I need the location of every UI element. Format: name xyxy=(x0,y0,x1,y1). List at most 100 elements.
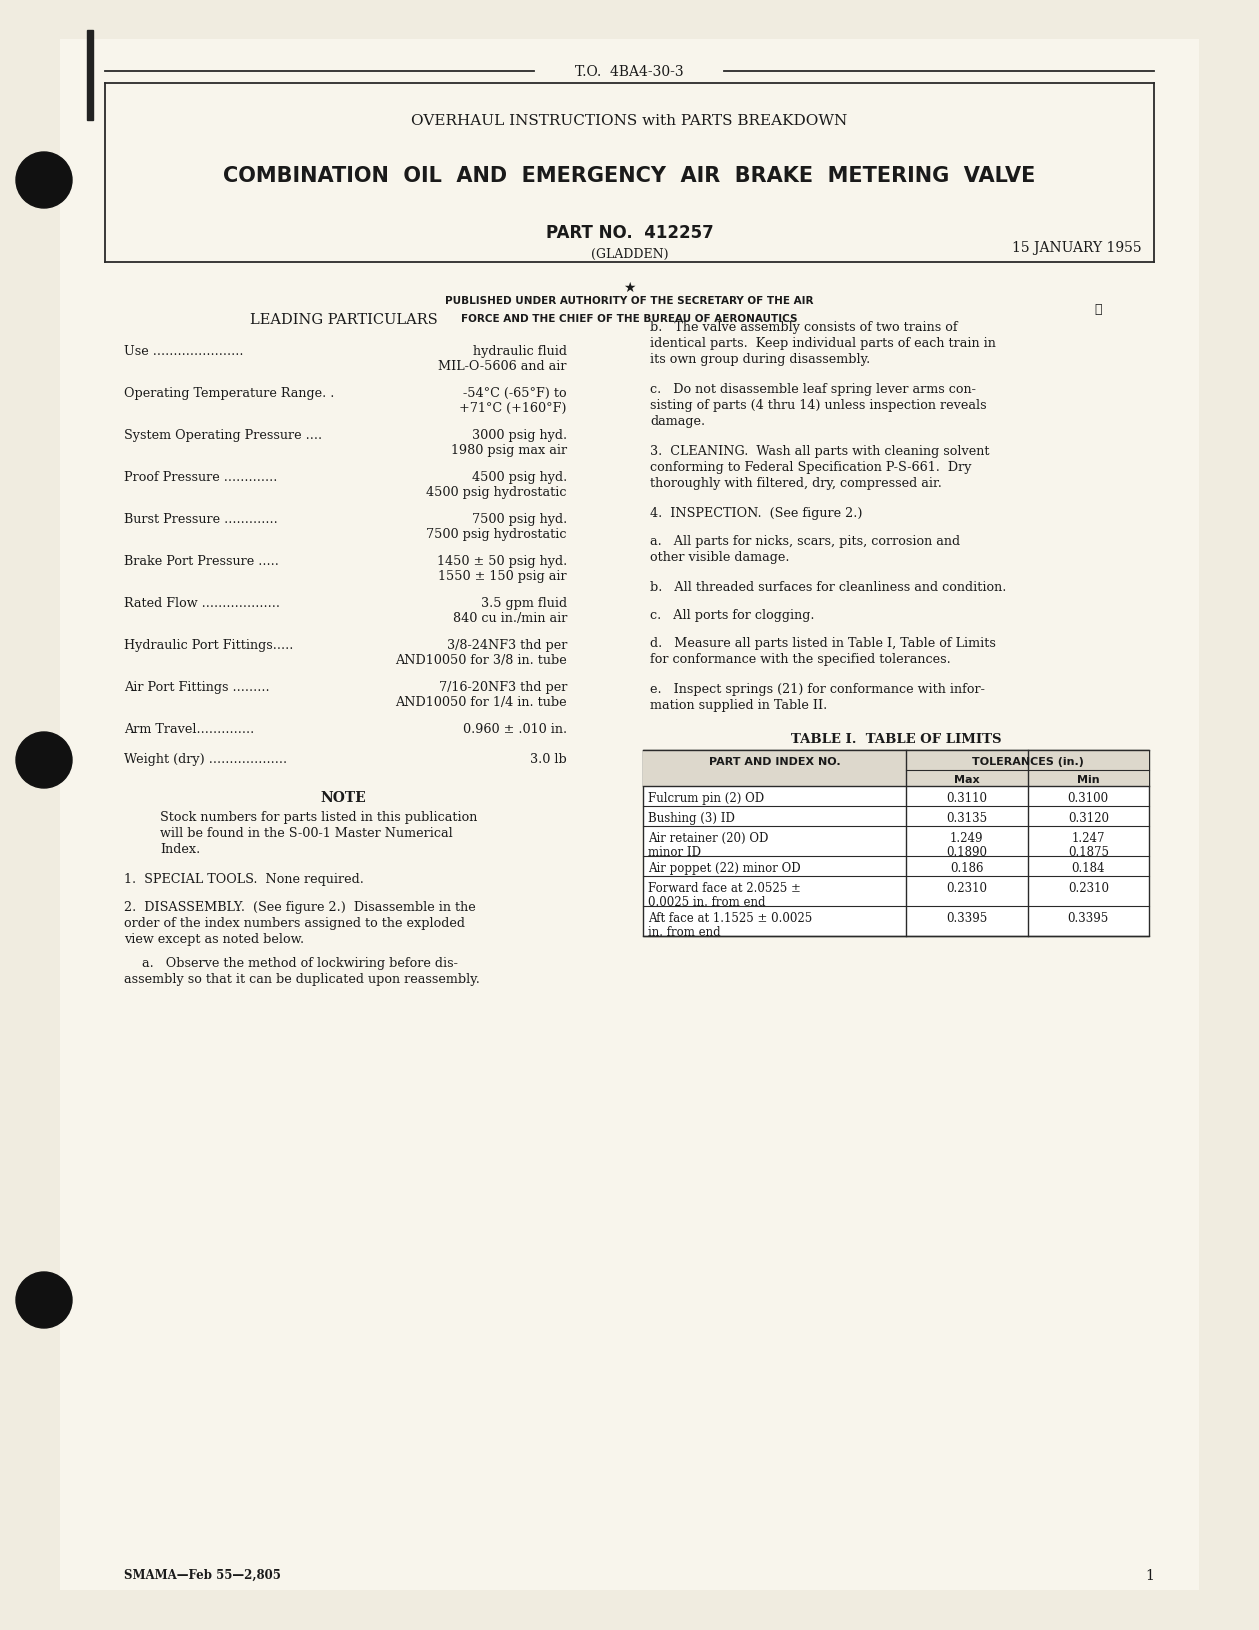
Text: conforming to Federal Specification P-S-661.  Dry: conforming to Federal Specification P-S-… xyxy=(650,461,972,474)
Text: ✓: ✓ xyxy=(1094,303,1102,316)
Text: AND10050 for 1/4 in. tube: AND10050 for 1/4 in. tube xyxy=(395,696,567,709)
Text: 0.1875: 0.1875 xyxy=(1068,846,1109,859)
Text: 0.0025 in. from end: 0.0025 in. from end xyxy=(648,895,765,908)
Text: a.   All parts for nicks, scars, pits, corrosion and: a. All parts for nicks, scars, pits, cor… xyxy=(650,535,961,548)
Text: -54°C (-65°F) to: -54°C (-65°F) to xyxy=(463,386,567,399)
Text: 1.247: 1.247 xyxy=(1071,831,1105,844)
Text: 0.3395: 0.3395 xyxy=(1068,911,1109,924)
Text: 1.  SPECIAL TOOLS.  None required.: 1. SPECIAL TOOLS. None required. xyxy=(123,872,364,885)
Text: Weight (dry) ...................: Weight (dry) ................... xyxy=(123,753,291,766)
Text: minor ID: minor ID xyxy=(648,846,701,859)
Text: TOLERANCES (in.): TOLERANCES (in.) xyxy=(972,756,1084,766)
Text: 1980 psig max air: 1980 psig max air xyxy=(451,443,567,456)
Text: 2.  DISASSEMBLY.  (See figure 2.)  Disassemble in the: 2. DISASSEMBLY. (See figure 2.) Disassem… xyxy=(123,900,476,913)
Text: AND10050 for 3/8 in. tube: AND10050 for 3/8 in. tube xyxy=(395,654,567,667)
Text: Bushing (3) ID: Bushing (3) ID xyxy=(648,812,735,825)
Circle shape xyxy=(16,1273,72,1328)
Text: 0.184: 0.184 xyxy=(1071,862,1105,874)
Text: TABLE I.  TABLE OF LIMITS: TABLE I. TABLE OF LIMITS xyxy=(791,732,1001,745)
Text: Index.: Index. xyxy=(160,843,200,856)
Text: ★: ★ xyxy=(623,280,636,295)
Text: Use ......................: Use ...................... xyxy=(123,346,248,357)
Text: PART AND INDEX NO.: PART AND INDEX NO. xyxy=(709,756,840,766)
Text: e.   Inspect springs (21) for conformance with infor-: e. Inspect springs (21) for conformance … xyxy=(650,683,985,696)
Text: Operating Temperature Range. .: Operating Temperature Range. . xyxy=(123,386,335,399)
Text: Max: Max xyxy=(954,774,980,784)
Text: 3.5 gpm fluid: 3.5 gpm fluid xyxy=(481,597,567,610)
Text: 4500 psig hyd.: 4500 psig hyd. xyxy=(472,471,567,484)
Text: d.   Measure all parts listed in Table I, Table of Limits: d. Measure all parts listed in Table I, … xyxy=(650,637,996,650)
Text: Rated Flow ...................: Rated Flow ................... xyxy=(123,597,285,610)
Text: Brake Port Pressure .....: Brake Port Pressure ..... xyxy=(123,554,283,567)
Text: COMBINATION  OIL  AND  EMERGENCY  AIR  BRAKE  METERING  VALVE: COMBINATION OIL AND EMERGENCY AIR BRAKE … xyxy=(223,166,1036,186)
Text: Stock numbers for parts listed in this publication: Stock numbers for parts listed in this p… xyxy=(160,810,477,823)
Text: 3000 psig hyd.: 3000 psig hyd. xyxy=(472,429,567,442)
Text: 0.3100: 0.3100 xyxy=(1068,792,1109,805)
Text: 7500 psig hyd.: 7500 psig hyd. xyxy=(472,513,567,526)
Text: 3/8-24NF3 thd per: 3/8-24NF3 thd per xyxy=(447,639,567,652)
Text: other visible damage.: other visible damage. xyxy=(650,551,789,564)
Text: in. from end: in. from end xyxy=(648,926,720,939)
Text: (GLADDEN): (GLADDEN) xyxy=(590,248,669,261)
Text: SMAMA—Feb 55—2,805: SMAMA—Feb 55—2,805 xyxy=(123,1568,281,1581)
Text: 0.2310: 0.2310 xyxy=(947,882,987,895)
Text: +71°C (+160°F): +71°C (+160°F) xyxy=(460,401,567,414)
Text: 0.186: 0.186 xyxy=(951,862,983,874)
Bar xyxy=(87,31,93,121)
Text: Air retainer (20) OD: Air retainer (20) OD xyxy=(648,831,768,844)
Text: PUBLISHED UNDER AUTHORITY OF THE SECRETARY OF THE AIR: PUBLISHED UNDER AUTHORITY OF THE SECRETA… xyxy=(446,295,813,306)
Text: c.   Do not disassemble leaf spring lever arms con-: c. Do not disassemble leaf spring lever … xyxy=(650,383,976,396)
Text: 7500 psig hydrostatic: 7500 psig hydrostatic xyxy=(427,528,567,541)
Text: 0.1890: 0.1890 xyxy=(947,846,987,859)
Circle shape xyxy=(16,732,72,789)
Text: 1: 1 xyxy=(1146,1568,1155,1583)
Text: b.   The valve assembly consists of two trains of: b. The valve assembly consists of two tr… xyxy=(650,321,958,334)
Text: System Operating Pressure ....: System Operating Pressure .... xyxy=(123,429,326,442)
Text: Proof Pressure .............: Proof Pressure ............. xyxy=(123,471,281,484)
Text: 0.2310: 0.2310 xyxy=(1068,882,1109,895)
Text: for conformance with the specified tolerances.: for conformance with the specified toler… xyxy=(650,652,951,665)
Text: 3.  CLEANING.  Wash all parts with cleaning solvent: 3. CLEANING. Wash all parts with cleanin… xyxy=(650,445,990,458)
Text: Air Port Fittings .........: Air Port Fittings ......... xyxy=(123,681,273,694)
Text: 7/16-20NF3 thd per: 7/16-20NF3 thd per xyxy=(438,681,567,694)
Text: MIL-O-5606 and air: MIL-O-5606 and air xyxy=(438,360,567,373)
Text: 0.3395: 0.3395 xyxy=(947,911,987,924)
Text: T.O.  4BA4-30-3: T.O. 4BA4-30-3 xyxy=(575,65,684,78)
Text: Forward face at 2.0525 ±: Forward face at 2.0525 ± xyxy=(648,882,801,895)
Text: Hydraulic Port Fittings.....: Hydraulic Port Fittings..... xyxy=(123,639,297,652)
Text: Air poppet (22) minor OD: Air poppet (22) minor OD xyxy=(648,862,801,874)
Text: FORCE AND THE CHIEF OF THE BUREAU OF AERONAUTICS: FORCE AND THE CHIEF OF THE BUREAU OF AER… xyxy=(461,315,798,324)
Text: thoroughly with filtered, dry, compressed air.: thoroughly with filtered, dry, compresse… xyxy=(650,476,942,489)
Text: 0.3110: 0.3110 xyxy=(947,792,987,805)
Text: b.   All threaded surfaces for cleanliness and condition.: b. All threaded surfaces for cleanliness… xyxy=(650,580,1006,593)
Circle shape xyxy=(16,153,72,209)
Text: 4.  INSPECTION.  (See figure 2.): 4. INSPECTION. (See figure 2.) xyxy=(650,507,862,520)
Text: LEADING PARTICULARS: LEADING PARTICULARS xyxy=(249,313,437,326)
Text: identical parts.  Keep individual parts of each train in: identical parts. Keep individual parts o… xyxy=(650,337,996,350)
Text: 0.3120: 0.3120 xyxy=(1068,812,1109,825)
Text: c.   All ports for clogging.: c. All ports for clogging. xyxy=(650,608,815,621)
Text: 4500 psig hydrostatic: 4500 psig hydrostatic xyxy=(427,486,567,499)
Text: assembly so that it can be duplicated upon reassembly.: assembly so that it can be duplicated up… xyxy=(123,973,480,986)
Text: its own group during disassembly.: its own group during disassembly. xyxy=(650,352,870,365)
Text: 1.249: 1.249 xyxy=(951,831,983,844)
Text: 3.0 lb: 3.0 lb xyxy=(530,753,567,766)
Text: a.   Observe the method of lockwiring before dis-: a. Observe the method of lockwiring befo… xyxy=(142,957,458,970)
Bar xyxy=(643,750,1149,936)
Text: 0.960 ± .010 in.: 0.960 ± .010 in. xyxy=(463,722,567,735)
Text: 1550 ± 150 psig air: 1550 ± 150 psig air xyxy=(438,569,567,582)
Text: mation supplied in Table II.: mation supplied in Table II. xyxy=(650,699,827,712)
Text: Aft face at 1.1525 ± 0.0025: Aft face at 1.1525 ± 0.0025 xyxy=(648,911,812,924)
Text: Min: Min xyxy=(1076,774,1099,784)
Text: NOTE: NOTE xyxy=(321,791,366,805)
Text: sisting of parts (4 thru 14) unless inspection reveals: sisting of parts (4 thru 14) unless insp… xyxy=(650,399,987,412)
Text: OVERHAUL INSTRUCTIONS with PARTS BREAKDOWN: OVERHAUL INSTRUCTIONS with PARTS BREAKDO… xyxy=(412,114,847,127)
Text: 0.3135: 0.3135 xyxy=(947,812,987,825)
Text: PART NO.  412257: PART NO. 412257 xyxy=(545,223,714,241)
Text: 840 cu in./min air: 840 cu in./min air xyxy=(453,611,567,624)
Text: Fulcrum pin (2) OD: Fulcrum pin (2) OD xyxy=(648,792,764,805)
Text: hydraulic fluid: hydraulic fluid xyxy=(473,346,567,357)
Text: damage.: damage. xyxy=(650,414,705,427)
Text: order of the index numbers assigned to the exploded: order of the index numbers assigned to t… xyxy=(123,916,465,929)
Text: 1450 ± 50 psig hyd.: 1450 ± 50 psig hyd. xyxy=(437,554,567,567)
